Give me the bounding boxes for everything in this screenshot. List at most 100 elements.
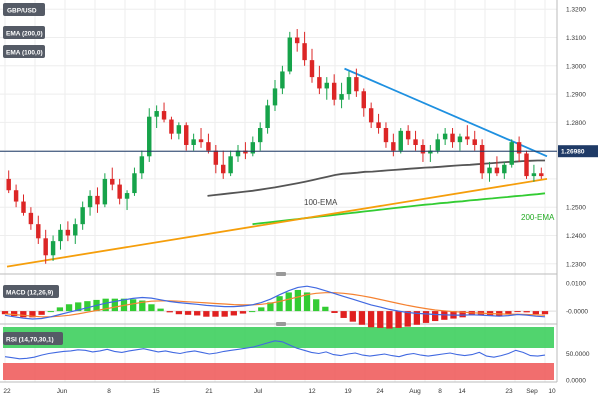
candle[interactable] <box>324 77 329 100</box>
candle[interactable] <box>524 150 529 179</box>
macd-histogram-bar <box>441 311 448 320</box>
candle[interactable] <box>176 122 182 140</box>
candle[interactable] <box>132 167 137 196</box>
candle[interactable] <box>95 187 100 213</box>
time-tick-label: 22 <box>3 388 11 395</box>
candle[interactable] <box>228 150 233 177</box>
candles-layer <box>6 29 544 264</box>
candle[interactable] <box>243 142 248 160</box>
candle[interactable] <box>376 113 381 134</box>
candle[interactable] <box>257 122 263 151</box>
candle[interactable] <box>73 218 78 244</box>
rsi-resize-handle[interactable] <box>276 322 286 326</box>
candle[interactable] <box>28 207 34 230</box>
candle[interactable] <box>13 184 19 208</box>
candle[interactable] <box>213 144 219 174</box>
candle-body <box>428 150 433 154</box>
candle[interactable] <box>50 235 56 261</box>
candle-body <box>198 139 204 143</box>
candle[interactable] <box>206 133 211 154</box>
candle[interactable] <box>139 150 145 179</box>
candle[interactable] <box>110 167 115 191</box>
price-tick-label: 1.3100 <box>566 35 586 42</box>
candle-body <box>420 144 426 154</box>
ema100-layer <box>207 159 545 197</box>
candle[interactable] <box>502 161 507 179</box>
candle[interactable] <box>383 122 389 148</box>
candle[interactable] <box>6 170 11 194</box>
candle[interactable] <box>36 215 41 244</box>
candle[interactable] <box>221 150 226 179</box>
macd-resize-handle[interactable] <box>276 272 286 276</box>
macd-histogram-bar <box>221 311 228 317</box>
candle[interactable] <box>272 79 278 112</box>
candle[interactable] <box>21 194 26 216</box>
candle[interactable] <box>309 48 315 83</box>
candle[interactable] <box>346 71 352 100</box>
candle[interactable] <box>450 128 455 148</box>
candle[interactable] <box>80 201 85 230</box>
rsi-badge[interactable]: RSI (14,70,30,1) <box>3 332 63 345</box>
symbol-badge[interactable]: GBP/USD <box>3 3 45 16</box>
candle[interactable] <box>65 221 71 242</box>
candle[interactable] <box>147 108 152 162</box>
candle[interactable] <box>405 125 411 145</box>
candle-body <box>339 94 344 100</box>
candle[interactable] <box>58 224 63 250</box>
candle[interactable] <box>391 133 396 157</box>
candle-body <box>21 201 26 213</box>
candle[interactable] <box>354 68 359 97</box>
candle[interactable] <box>361 88 366 117</box>
candle[interactable] <box>368 102 374 129</box>
candle[interactable] <box>294 29 300 52</box>
candle[interactable] <box>154 105 159 129</box>
candle[interactable] <box>435 133 440 154</box>
candle[interactable] <box>161 102 167 123</box>
candle-body <box>73 224 78 236</box>
candle[interactable] <box>331 74 337 106</box>
candle[interactable] <box>169 116 174 140</box>
candle[interactable] <box>428 144 433 162</box>
candle[interactable] <box>487 161 492 182</box>
support-trendline[interactable] <box>6 178 548 268</box>
macd-badge[interactable]: MACD (12,26,9) <box>3 285 59 298</box>
candle[interactable] <box>509 139 514 168</box>
candle[interactable] <box>287 31 293 75</box>
candle[interactable] <box>472 130 477 151</box>
resistance-trendline[interactable] <box>344 67 548 158</box>
candle[interactable] <box>516 136 522 162</box>
candle[interactable] <box>43 229 48 264</box>
candle[interactable] <box>87 190 93 216</box>
macd-line <box>4 285 546 320</box>
candle[interactable] <box>339 82 344 109</box>
candle[interactable] <box>124 190 130 211</box>
candle[interactable] <box>413 130 418 151</box>
candle[interactable] <box>317 65 322 95</box>
candle[interactable] <box>420 139 426 162</box>
candle[interactable] <box>235 144 241 162</box>
candle-body <box>531 173 537 177</box>
candle[interactable] <box>494 156 500 177</box>
candle[interactable] <box>442 128 448 145</box>
candle[interactable] <box>531 164 537 182</box>
candle[interactable] <box>539 167 544 179</box>
candle[interactable] <box>117 178 122 205</box>
candle[interactable] <box>465 125 470 145</box>
candle[interactable] <box>280 65 285 95</box>
candle[interactable] <box>198 128 204 148</box>
candle[interactable] <box>302 31 307 66</box>
candle[interactable] <box>191 133 196 151</box>
candle[interactable] <box>457 133 463 151</box>
candle[interactable] <box>265 99 270 134</box>
candle[interactable] <box>398 128 403 154</box>
macd-histogram-bar <box>166 311 173 313</box>
macd-histogram-bar <box>148 304 155 312</box>
ema200-badge[interactable]: EMA (200,0) <box>3 26 45 39</box>
macd-histogram-bar <box>523 311 530 313</box>
candle[interactable] <box>479 139 485 179</box>
candle[interactable] <box>102 173 108 208</box>
ema100-badge[interactable]: EMA (100,0) <box>3 45 45 58</box>
candle-body <box>228 156 233 174</box>
candle[interactable] <box>184 122 189 151</box>
candle[interactable] <box>250 136 256 157</box>
